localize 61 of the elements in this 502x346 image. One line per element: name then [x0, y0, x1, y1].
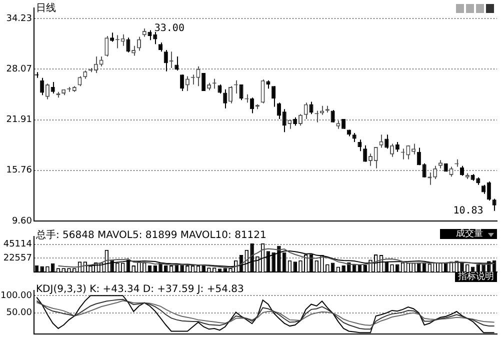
candlestick — [390, 143, 394, 158]
candlestick — [309, 101, 314, 115]
y-tick-label: 9.60 — [12, 216, 32, 226]
y-tick-label: 22557 — [3, 254, 32, 264]
candlestick — [352, 132, 356, 143]
candlestick — [196, 66, 200, 87]
y-tick-label: 50.00 — [6, 308, 32, 318]
candlestick — [363, 144, 368, 162]
y-tick-label: 21.91 — [6, 115, 32, 126]
candlestick — [330, 109, 335, 123]
button: 指标说明 — [455, 272, 497, 282]
candlestick — [492, 198, 496, 212]
y-tick-label: 45114 — [3, 240, 32, 250]
candlestick — [422, 162, 426, 178]
candlestick — [78, 76, 82, 87]
candlestick — [260, 79, 265, 104]
candlestick — [384, 134, 389, 150]
candlestick — [148, 30, 152, 41]
chart-title: 日线 — [36, 3, 56, 14]
annotation: 33.00 — [154, 23, 184, 34]
candlestick — [218, 84, 222, 94]
y-tick-label: 15.76 — [6, 166, 32, 176]
candlestick — [104, 35, 109, 58]
candlestick — [180, 74, 184, 92]
candlestick — [164, 49, 168, 72]
annotation: 成交量 — [456, 229, 483, 239]
y-tick-label: 34.23 — [6, 14, 32, 24]
candlestick — [153, 31, 158, 45]
candlestick — [460, 165, 464, 176]
candlestick — [406, 144, 410, 160]
candlestick — [304, 102, 308, 120]
candlestick — [136, 36, 141, 52]
y-tick-label: 28.07 — [6, 64, 32, 74]
annotation: 10.83 — [453, 205, 484, 216]
y-tick-label: 100.00 — [0, 290, 32, 301]
chart-title: KDJ(9,3,3) K: +43.34 D: +37.59 J: +54.83 — [36, 284, 244, 295]
candlestick — [320, 105, 324, 116]
candlestick — [126, 37, 130, 53]
candlestick — [276, 102, 281, 120]
candlestick — [110, 32, 114, 42]
candlestick — [358, 139, 362, 152]
candlestick — [395, 142, 400, 152]
candlestick — [45, 83, 50, 100]
chart-title: 总手: 56848 MAVOL5: 81899 MAVOL10: 81121 — [36, 230, 266, 241]
dropdown: 成交量 — [440, 229, 497, 239]
candlestick — [223, 88, 228, 109]
candlestick — [416, 147, 421, 166]
candlestick — [298, 114, 303, 126]
candlestick — [174, 56, 179, 71]
candlestick — [449, 166, 454, 178]
candlestick — [228, 86, 233, 104]
candlestick — [282, 108, 286, 133]
candlestick — [272, 86, 276, 108]
candlestick — [40, 77, 44, 96]
candlestick — [412, 143, 416, 155]
candlestick — [50, 82, 55, 94]
candlestick — [185, 76, 190, 92]
candlestick — [433, 165, 438, 180]
candlestick — [239, 84, 244, 101]
candlestick — [379, 134, 384, 148]
candlestick — [250, 97, 254, 114]
